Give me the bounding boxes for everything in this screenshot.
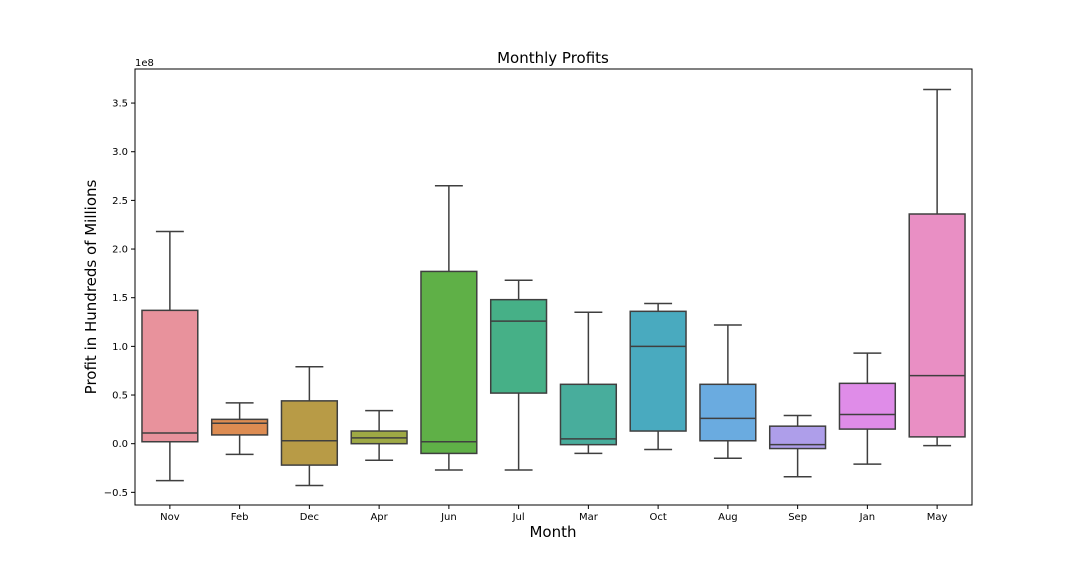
x-tick-label: Jan	[859, 512, 875, 523]
y-tick-label: 0.5	[112, 391, 128, 402]
x-tick-label: Apr	[370, 512, 388, 523]
y-tick-label: 2.0	[112, 245, 128, 256]
x-tick-label: May	[927, 512, 948, 523]
box-jan	[838, 352, 897, 465]
x-axis: Nov Feb Dec Apr Jun Jul Mar Oct Aug Sep Jan May	[160, 505, 948, 523]
x-tick-label: Feb	[231, 512, 249, 523]
iqr-box	[420, 270, 478, 455]
iqr-box	[280, 400, 339, 466]
x-tick-label: Jul	[512, 512, 525, 523]
iqr-box	[489, 298, 548, 394]
y-axis-title: Profit in Hundreds of Millions	[82, 179, 100, 394]
box-oct	[629, 302, 687, 451]
box-feb	[210, 402, 269, 456]
box-mar	[559, 311, 618, 455]
x-tick-label: Sep	[788, 512, 807, 523]
iqr-box	[699, 383, 757, 442]
y-tick-label: 3.0	[112, 147, 128, 158]
plot-frame	[134, 68, 973, 506]
x-tick-label: Dec	[300, 512, 319, 523]
box-apr	[350, 409, 408, 461]
y-offset-label: 1e8	[135, 58, 154, 69]
y-axis: −0.5 0.0 0.5 1.0 1.5 2.0 2.5 3.0 3.5	[104, 99, 135, 499]
box-dec	[280, 366, 339, 487]
iqr-box	[838, 382, 897, 430]
y-tick-label: −0.5	[104, 488, 128, 499]
x-axis-title: Month	[529, 523, 576, 541]
iqr-box	[210, 418, 269, 436]
y-tick-label: 3.5	[112, 99, 128, 110]
iqr-box	[559, 383, 618, 446]
box-jun	[420, 185, 478, 471]
iqr-box	[141, 309, 199, 443]
box-jul	[489, 279, 548, 471]
y-tick-label: 2.5	[112, 196, 128, 207]
box-nov	[141, 230, 199, 482]
x-tick-label: Oct	[649, 512, 666, 523]
x-tick-label: Mar	[579, 512, 599, 523]
iqr-box	[768, 425, 827, 450]
x-tick-label: Aug	[718, 512, 738, 523]
x-tick-label: Jun	[440, 512, 457, 523]
y-tick-label: 1.0	[112, 342, 128, 353]
box-may	[908, 88, 966, 447]
iqr-box	[629, 310, 687, 432]
box-aug	[699, 324, 757, 460]
chart-title: Monthly Profits	[497, 49, 609, 67]
y-tick-label: 0.0	[112, 439, 128, 450]
y-tick-label: 1.5	[112, 293, 128, 304]
iqr-box	[908, 213, 966, 438]
box-sep	[768, 414, 827, 478]
x-tick-label: Nov	[160, 512, 180, 523]
boxes-group	[141, 88, 966, 487]
